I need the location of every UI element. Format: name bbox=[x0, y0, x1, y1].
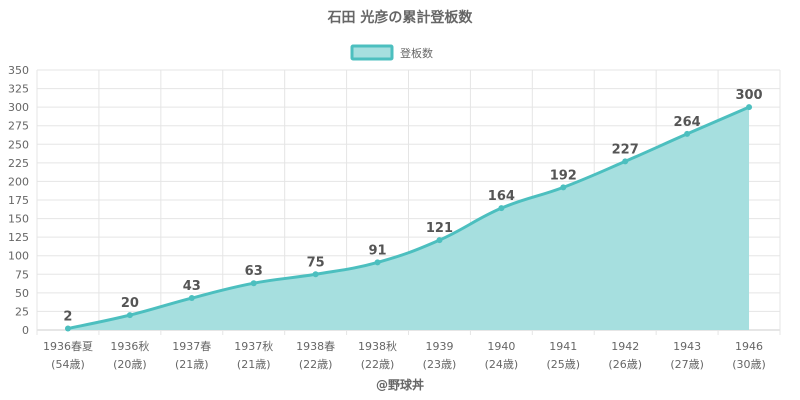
data-point[interactable] bbox=[498, 205, 505, 212]
data-point[interactable] bbox=[250, 280, 257, 287]
y-tick-label: 125 bbox=[8, 231, 29, 244]
data-label: 264 bbox=[674, 115, 701, 130]
data-label: 164 bbox=[488, 189, 515, 204]
data-label: 75 bbox=[307, 255, 325, 270]
data-point[interactable] bbox=[622, 158, 629, 165]
x-tick-sublabel: (22歳) bbox=[299, 358, 333, 371]
footer-credit: @野球丼 bbox=[376, 377, 424, 392]
x-tick-label: 1946 bbox=[735, 340, 763, 353]
series-area bbox=[67, 105, 750, 331]
data-label: 192 bbox=[550, 168, 577, 183]
x-tick-sublabel: (26歳) bbox=[608, 358, 642, 371]
data-label: 121 bbox=[426, 221, 453, 236]
x-tick-label: 1939 bbox=[425, 340, 453, 353]
data-point[interactable] bbox=[746, 104, 753, 111]
x-tick-label: 1937春 bbox=[172, 340, 211, 353]
data-label: 227 bbox=[612, 142, 639, 157]
y-tick-label: 225 bbox=[8, 157, 29, 170]
data-point[interactable] bbox=[560, 184, 567, 191]
y-tick-label: 200 bbox=[8, 175, 29, 188]
y-tick-label: 300 bbox=[8, 101, 29, 114]
x-tick-label: 1936秋 bbox=[110, 339, 149, 353]
y-tick-label: 175 bbox=[8, 194, 29, 207]
x-tick-sublabel: (25歳) bbox=[546, 358, 580, 371]
data-label: 2 bbox=[63, 310, 72, 325]
data-label: 20 bbox=[121, 296, 139, 311]
data-label: 43 bbox=[183, 279, 201, 294]
x-tick-sublabel: (22歳) bbox=[361, 358, 395, 371]
x-tick-label: 1936春夏 bbox=[43, 340, 93, 353]
y-tick-label: 350 bbox=[8, 64, 29, 77]
x-tick-sublabel: (54歳) bbox=[51, 358, 85, 371]
chart-title: 石田 光彦の累計登板数 bbox=[327, 9, 474, 26]
data-point[interactable] bbox=[188, 295, 195, 302]
data-label: 63 bbox=[245, 264, 263, 279]
x-tick-label: 1942 bbox=[611, 340, 639, 353]
x-tick-label: 1941 bbox=[549, 340, 577, 353]
x-tick-label: 1940 bbox=[487, 340, 515, 353]
x-tick-sublabel: (20歳) bbox=[113, 358, 147, 371]
x-tick-label: 1943 bbox=[673, 340, 701, 353]
x-tick-sublabel: (30歳) bbox=[732, 358, 766, 371]
y-tick-label: 275 bbox=[8, 120, 29, 133]
data-point[interactable] bbox=[126, 312, 133, 319]
series-line bbox=[67, 105, 750, 330]
y-tick-label: 75 bbox=[15, 268, 29, 281]
data-label: 300 bbox=[735, 88, 762, 103]
y-tick-label: 0 bbox=[22, 324, 29, 337]
data-point[interactable] bbox=[436, 237, 443, 244]
y-tick-labels: 0 25 50 75 100 125 150 175 200 225 250 275 300 325 350 bbox=[8, 64, 29, 337]
data-point[interactable] bbox=[312, 271, 319, 278]
data-labels: 2 20 43 63 75 91 121 164 192 227 264 300 bbox=[63, 88, 762, 324]
x-tick-label: 1938春 bbox=[296, 340, 335, 353]
legend-swatch bbox=[350, 44, 394, 61]
series-points bbox=[64, 104, 753, 332]
y-tick-label: 25 bbox=[15, 305, 29, 318]
y-tick-label: 50 bbox=[15, 287, 29, 300]
data-label: 91 bbox=[368, 243, 386, 258]
data-point[interactable] bbox=[684, 130, 691, 137]
x-tick-sublabel: (21歳) bbox=[237, 358, 271, 371]
series-fill bbox=[67, 107, 750, 331]
x-tick-label: 1938秋 bbox=[358, 339, 397, 353]
x-tick-sublabel: (23歳) bbox=[423, 358, 457, 371]
y-tick-label: 100 bbox=[8, 250, 29, 263]
data-point[interactable] bbox=[64, 325, 71, 332]
x-tick-sublabel: (21歳) bbox=[175, 358, 209, 371]
x-tick-labels: 1936春夏 (54歳) 1936秋 (20歳) 1937春 (21歳) 1937秋 (21歳… bbox=[43, 339, 766, 371]
y-tick-label: 150 bbox=[8, 213, 29, 226]
x-tick-sublabel: (24歳) bbox=[485, 358, 519, 371]
data-point[interactable] bbox=[374, 259, 381, 266]
x-tick-label: 1937秋 bbox=[234, 339, 273, 353]
legend-label: 登板数 bbox=[400, 46, 433, 60]
y-tick-label: 250 bbox=[8, 138, 29, 151]
y-tick-label: 325 bbox=[8, 83, 29, 96]
legend[interactable]: 登板数 bbox=[350, 44, 433, 61]
x-tick-sublabel: (27歳) bbox=[670, 358, 704, 371]
